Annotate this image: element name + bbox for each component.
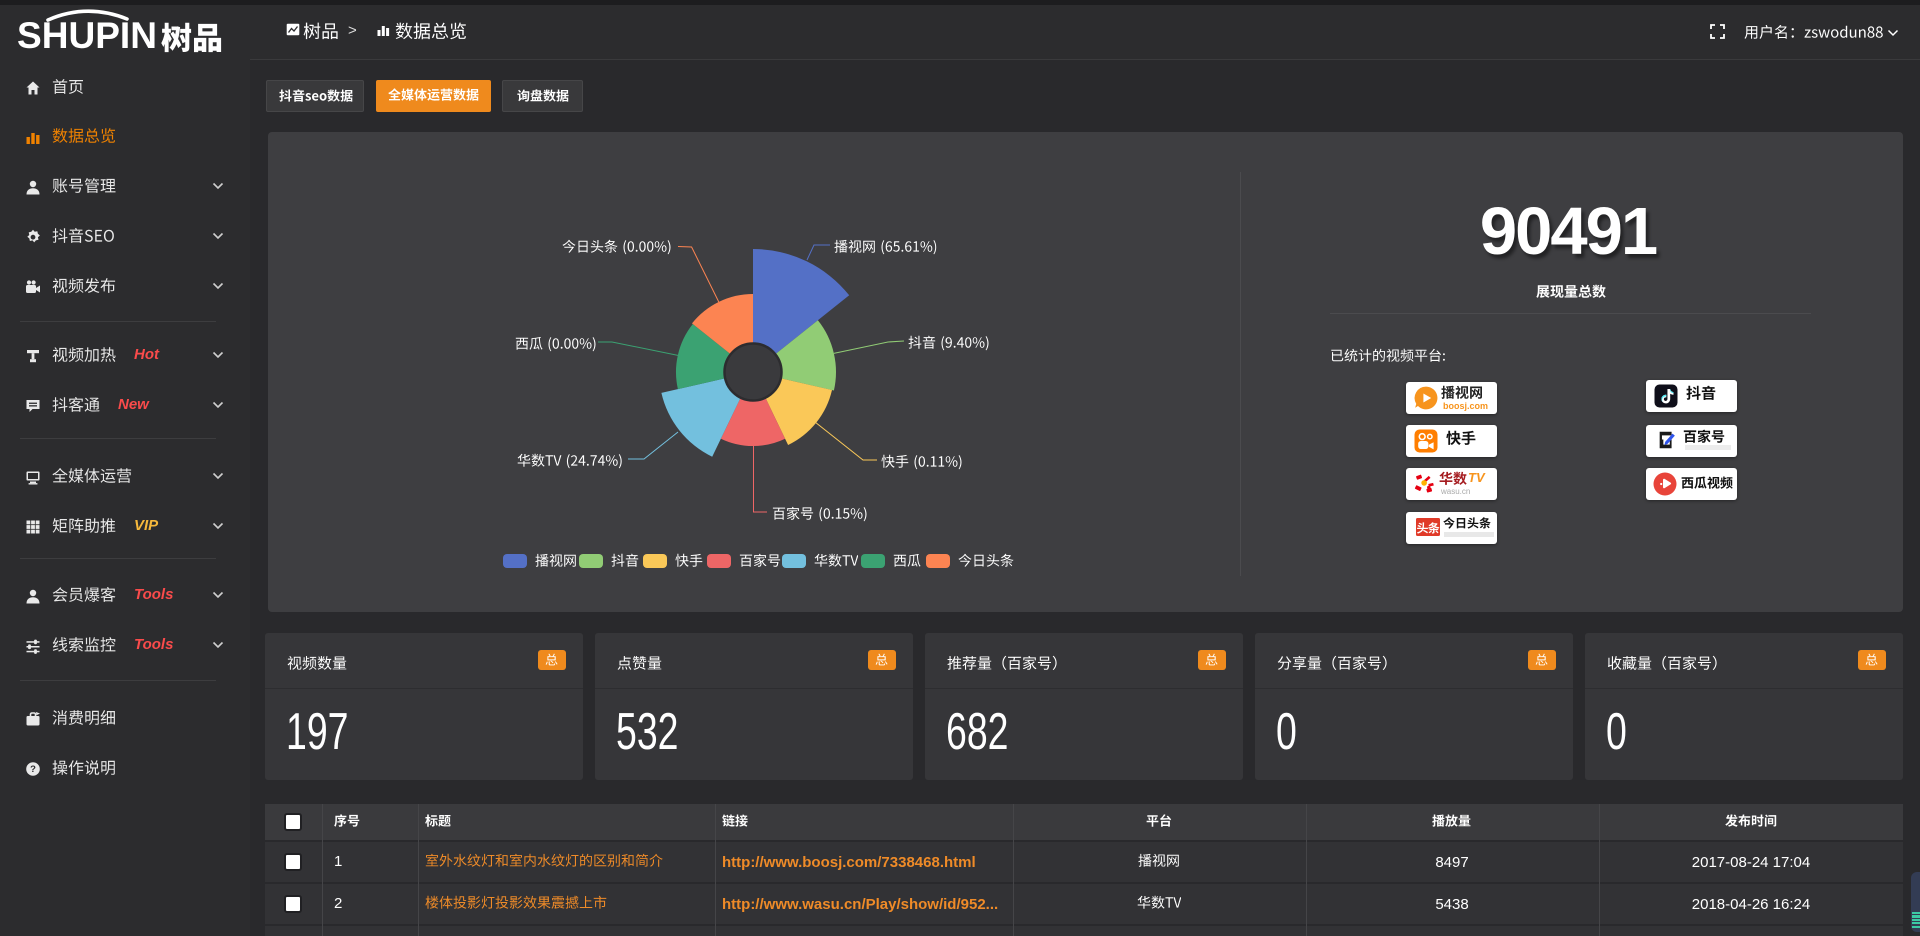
- svg-text:?: ?: [30, 764, 36, 775]
- svg-text:SHUPIN: SHUPIN: [17, 15, 157, 56]
